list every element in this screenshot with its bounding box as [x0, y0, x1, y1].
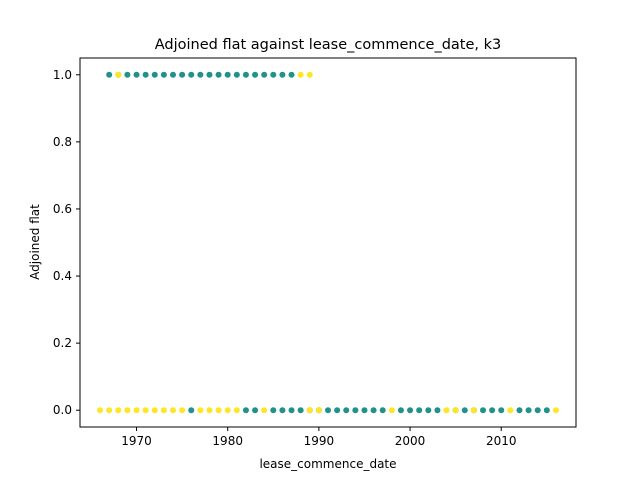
scatter-point-teal — [489, 407, 496, 414]
scatter-point-yellow — [261, 407, 268, 414]
scatter-point-teal — [170, 71, 176, 78]
scatter-point-yellow — [106, 407, 113, 414]
scatter-point-yellow — [507, 407, 514, 414]
scatter-point-teal — [288, 71, 295, 78]
y-tick-label: 0.0 — [53, 403, 72, 417]
scatter-point-teal — [343, 407, 350, 414]
x-axis-title: lease_commence_date — [259, 457, 396, 471]
scatter-point-yellow — [115, 71, 122, 78]
scatter-point-teal — [379, 407, 386, 414]
scatter-point-yellow — [306, 71, 313, 78]
scatter-point-teal — [516, 407, 523, 414]
scatter-point-teal — [434, 407, 441, 414]
scatter-point-teal — [224, 71, 231, 78]
scatter-point-yellow — [470, 407, 477, 414]
y-tick-label: 0.2 — [53, 336, 72, 350]
scatter-point-teal — [188, 407, 195, 414]
scatter-point-yellow — [215, 407, 222, 414]
scatter-point-yellow — [452, 407, 459, 414]
x-tick-label: 1990 — [304, 434, 335, 448]
x-tick-label: 1980 — [212, 434, 243, 448]
x-tick-label: 2000 — [395, 434, 426, 448]
scatter-point-yellow — [388, 407, 395, 414]
scatter-point-teal — [233, 71, 240, 78]
scatter-point-teal — [461, 407, 468, 414]
scatter-point-teal — [397, 407, 404, 414]
chart-title: Adjoined flat against lease_commence_dat… — [155, 37, 502, 53]
x-axis: 1970 1980 1990 2000 2010 — [121, 427, 517, 448]
scatter-point-teal — [197, 71, 204, 78]
scatter-point-teal — [124, 71, 131, 78]
scatter-point-yellow — [552, 407, 559, 414]
x-tick-label: 2010 — [486, 434, 517, 448]
scatter-point-teal — [160, 71, 167, 78]
scatter-point-teal — [142, 71, 149, 78]
scatter-point-teal — [407, 407, 414, 414]
scatter-point-yellow — [315, 407, 322, 414]
scatter-point-teal — [215, 71, 222, 78]
scatter-point-yellow — [133, 407, 140, 414]
scatter-point-yellow — [124, 407, 131, 414]
scatter-point-teal — [133, 71, 140, 78]
scatter-point-yellow — [206, 407, 213, 414]
scatter-point-yellow — [160, 407, 167, 414]
scatter-point-yellow — [224, 407, 231, 414]
points-layer — [97, 71, 559, 414]
scatter-point-teal — [534, 407, 541, 414]
scatter-point-teal — [261, 71, 268, 78]
scatter-point-teal — [297, 407, 304, 414]
scatter-point-yellow — [151, 407, 158, 414]
scatter-point-yellow — [233, 407, 240, 414]
y-tick-label: 0.8 — [53, 135, 72, 149]
scatter-point-teal — [352, 407, 359, 414]
scatter-point-teal — [179, 71, 186, 78]
scatter-point-teal — [425, 407, 432, 414]
scatter-point-teal — [242, 407, 249, 414]
scatter-point-yellow — [115, 407, 122, 414]
scatter-point-teal — [188, 71, 195, 78]
scatter-point-teal — [480, 407, 486, 414]
scatter-point-teal — [242, 71, 249, 78]
y-axis: 0.0 0.2 0.4 0.6 0.8 1.0 — [53, 68, 80, 417]
scatter-point-teal — [252, 407, 259, 414]
plot-frame — [79, 57, 577, 428]
scatter-point-teal — [416, 407, 423, 414]
scatter-point-teal — [361, 407, 368, 414]
y-axis-title: Adjoined flat — [28, 204, 42, 280]
scatter-point-yellow — [197, 407, 204, 414]
scatter-point-teal — [151, 71, 158, 78]
scatter-point-teal — [288, 407, 295, 414]
scatter-point-teal — [543, 407, 550, 414]
y-tick-label: 1.0 — [53, 68, 72, 82]
scatter-point-yellow — [443, 407, 450, 414]
y-tick-label: 0.6 — [53, 202, 72, 216]
scatter-point-yellow — [297, 71, 304, 78]
scatter-point-yellow — [179, 407, 186, 414]
y-tick-label: 0.4 — [53, 269, 72, 283]
scatter-point-yellow — [170, 407, 176, 414]
scatter-point-teal — [498, 407, 505, 414]
scatter-point-teal — [334, 407, 341, 414]
scatter-point-teal — [270, 407, 277, 414]
scatter-point-teal — [206, 71, 213, 78]
scatter-point-teal — [325, 407, 331, 414]
scatter-point-teal — [279, 71, 286, 78]
scatter-point-teal — [270, 71, 277, 78]
scatter-point-yellow — [97, 407, 104, 414]
scatter-point-yellow — [306, 407, 313, 414]
scatter-point-teal — [525, 407, 532, 414]
scatter-point-teal — [370, 407, 377, 414]
scatter-point-yellow — [142, 407, 149, 414]
scatter-point-teal — [279, 407, 286, 414]
scatter-point-teal — [252, 71, 259, 78]
x-tick-label: 1970 — [121, 434, 152, 448]
scatter-point-teal — [106, 71, 113, 78]
